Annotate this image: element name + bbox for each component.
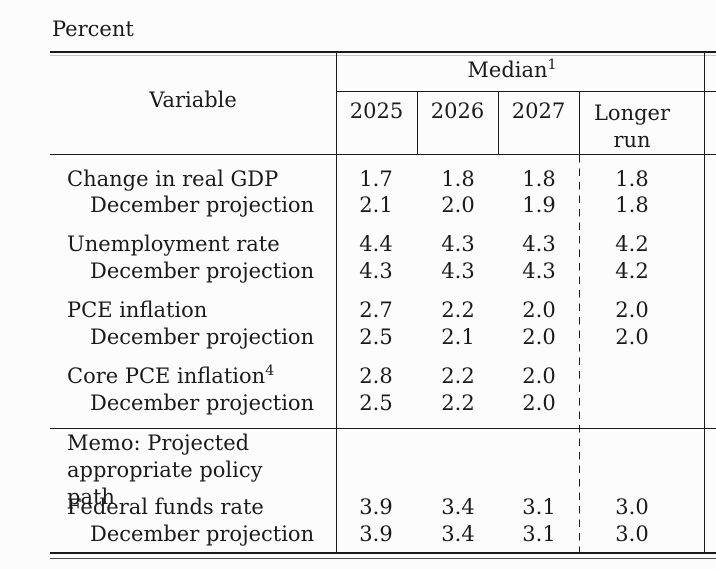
median-footnote-marker: 1 xyxy=(547,57,557,73)
cell-2025: 3.9 xyxy=(359,495,393,519)
cell-2026: 3.4 xyxy=(441,522,475,546)
cell-2025: 2.7 xyxy=(359,298,393,322)
row-label: December projection xyxy=(90,391,315,415)
cell-2025: 3.9 xyxy=(359,522,393,546)
cell-longer-run: 2.0 xyxy=(615,298,649,322)
cell-longer-run: 1.8 xyxy=(615,167,649,191)
year-header-2025: 2025 xyxy=(349,99,404,123)
row-label: December projection xyxy=(90,259,315,283)
cell-2025: 2.5 xyxy=(359,391,393,415)
longer-run-header: Longer run xyxy=(582,100,682,154)
cell-2026: 2.2 xyxy=(441,364,475,388)
table-row: December projection 2.5 2.1 2.0 2.0 xyxy=(0,324,716,351)
longer-run-header-line2: run xyxy=(613,128,651,152)
percent-unit-label: Percent xyxy=(52,17,134,41)
row-label: December projection xyxy=(90,325,315,349)
year-header-2026: 2026 xyxy=(430,99,485,123)
row-label: December projection xyxy=(90,522,315,546)
cell-2025: 4.3 xyxy=(359,259,393,283)
cell-2025: 1.7 xyxy=(359,167,393,191)
cell-2025: 2.5 xyxy=(359,325,393,349)
cell-2027: 3.1 xyxy=(522,495,556,519)
cell-2027: 1.8 xyxy=(522,167,556,191)
divider-2025-2026 xyxy=(417,92,419,155)
cell-2026: 2.2 xyxy=(441,391,475,415)
row-label: PCE inflation xyxy=(67,298,208,322)
cell-2027: 2.0 xyxy=(522,364,556,388)
table-top-rule xyxy=(50,51,716,54)
memo-label: Memo: Projected appropriate policy path xyxy=(67,431,263,509)
table-row: Federal funds rate 3.9 3.4 3.1 3.0 xyxy=(0,494,716,521)
table-top-rule-shadow xyxy=(50,55,716,56)
variable-column-divider xyxy=(336,52,338,553)
cell-2026: 3.4 xyxy=(441,495,475,519)
row-label: December projection xyxy=(90,193,315,217)
cell-longer-run: 4.2 xyxy=(615,232,649,256)
table-row: Unemployment rate 4.4 4.3 4.3 4.2 xyxy=(0,231,716,258)
divider-2027-longer-run-header xyxy=(579,92,581,155)
cell-2025: 4.4 xyxy=(359,232,393,256)
core-pce-footnote-marker: 4 xyxy=(265,363,275,379)
table-row: Change in real GDP 1.7 1.8 1.8 1.8 xyxy=(0,166,716,193)
cell-2027: 2.0 xyxy=(522,325,556,349)
cell-2025: 2.8 xyxy=(359,364,393,388)
row-label: Change in real GDP xyxy=(67,167,279,191)
row-label: Core PCE inflation4 xyxy=(67,363,274,390)
table-right-column-divider xyxy=(704,52,706,553)
cell-2026: 2.2 xyxy=(441,298,475,322)
cell-2026: 2.0 xyxy=(441,193,475,217)
median-group-header-text: Median xyxy=(467,58,548,82)
cell-2027: 1.9 xyxy=(522,193,556,217)
longer-run-dashed-divider xyxy=(578,155,580,553)
median-header-underline xyxy=(336,91,716,93)
cell-2026: 1.8 xyxy=(441,167,475,191)
table-bottom-rule xyxy=(50,552,716,555)
table-row: December projection 2.5 2.2 2.0 xyxy=(0,390,716,417)
cell-2026: 4.3 xyxy=(441,232,475,256)
cell-longer-run: 1.8 xyxy=(615,193,649,217)
cell-longer-run: 3.0 xyxy=(615,495,649,519)
row-label: Unemployment rate xyxy=(67,232,280,256)
header-bottom-rule xyxy=(50,154,716,156)
row-label-text: Core PCE inflation xyxy=(67,364,266,388)
variable-column-header: Variable xyxy=(149,88,237,112)
table-row: PCE inflation 2.7 2.2 2.0 2.0 xyxy=(0,297,716,324)
cell-longer-run: 4.2 xyxy=(615,259,649,283)
table-row: December projection 3.9 3.4 3.1 3.0 xyxy=(0,521,716,548)
cell-2026: 2.1 xyxy=(441,325,475,349)
cell-2026: 4.3 xyxy=(441,259,475,283)
table-row: Core PCE inflation4 2.8 2.2 2.0 xyxy=(0,363,716,390)
cell-2027: 2.0 xyxy=(522,298,556,322)
cell-2027: 2.0 xyxy=(522,391,556,415)
median-group-header: Median1 xyxy=(336,58,688,82)
cell-2025: 2.1 xyxy=(359,193,393,217)
row-label: Federal funds rate xyxy=(67,495,264,519)
year-header-2027: 2027 xyxy=(511,99,566,123)
longer-run-header-line1: Longer xyxy=(593,101,671,125)
table-row: December projection 2.1 2.0 1.9 1.8 xyxy=(0,192,716,219)
cell-2027: 3.1 xyxy=(522,522,556,546)
cell-2027: 4.3 xyxy=(522,232,556,256)
table-row: December projection 4.3 4.3 4.3 4.2 xyxy=(0,258,716,285)
cell-longer-run: 2.0 xyxy=(615,325,649,349)
divider-2026-2027 xyxy=(498,92,500,155)
memo-section-rule xyxy=(50,428,716,430)
cell-2027: 4.3 xyxy=(522,259,556,283)
cell-longer-run: 3.0 xyxy=(615,522,649,546)
table-bottom-rule-2 xyxy=(50,557,716,559)
